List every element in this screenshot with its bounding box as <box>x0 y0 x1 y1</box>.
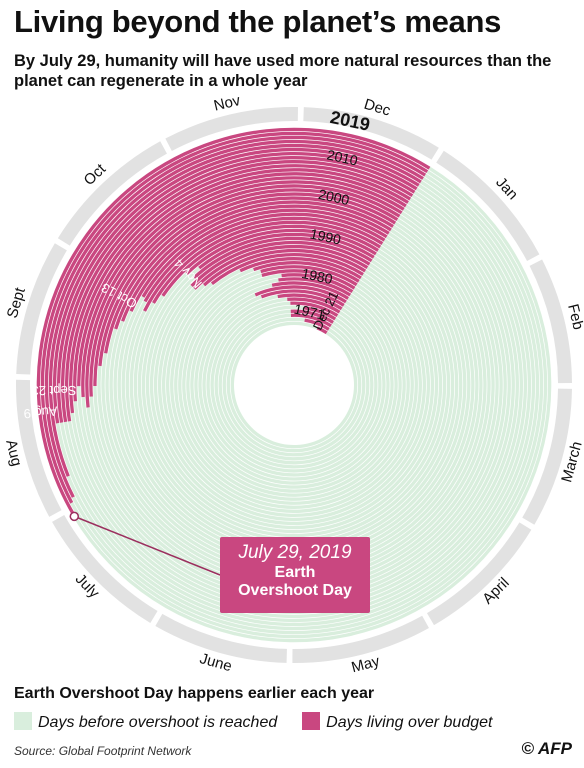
month-label: Nov <box>212 92 242 115</box>
month-segment <box>436 150 540 261</box>
year-ring-over <box>253 261 360 283</box>
callout-date: July 29, 2019 <box>238 542 352 563</box>
month-segment <box>155 613 287 663</box>
page-title: Living beyond the planet’s means <box>14 4 502 39</box>
year-ring-over <box>98 188 399 367</box>
year-ring-over <box>278 277 352 297</box>
month-segment <box>57 141 167 246</box>
year-ring-over <box>304 318 330 331</box>
year-ring-over <box>290 313 332 328</box>
month-segment <box>303 107 439 160</box>
overshoot-marker <box>69 511 80 522</box>
year-ring-over <box>277 293 343 311</box>
year-ring-over <box>260 289 345 307</box>
legend-title: Earth Overshoot Day happens earlier each… <box>14 685 375 702</box>
year-ring-over <box>271 281 349 300</box>
year-ring-over <box>287 297 341 314</box>
year-label: 1980 <box>300 265 334 287</box>
legend-label-over: Days living over budget <box>326 714 493 731</box>
callout-leader-line <box>74 515 221 576</box>
radial-chart: JanFebMarchAprilMayJuneJulyAugSeptOctNov… <box>2 92 584 677</box>
month-segment <box>165 107 299 151</box>
year-ring-before <box>226 317 362 453</box>
year-ring-over <box>239 257 362 280</box>
year-ring-over <box>254 285 347 304</box>
month-label: Aug <box>2 438 25 468</box>
year-label: 1990 <box>309 225 343 247</box>
month-segment <box>16 379 62 517</box>
month-segment <box>426 522 532 626</box>
month-segment <box>522 388 572 525</box>
year-label: 2010 <box>325 146 359 168</box>
month-segment <box>529 259 572 384</box>
year-ring-before <box>222 313 366 457</box>
source-note: Source: Global Footprint Network <box>14 744 192 758</box>
month-label: May <box>350 653 382 677</box>
year-label: 2000 <box>317 186 351 208</box>
legend-swatch-before <box>14 712 32 730</box>
month-segment <box>292 615 429 663</box>
year-ring-over <box>210 252 364 286</box>
overshoot-annotation: Sept 23 <box>32 383 77 398</box>
year-ring-over <box>198 232 375 270</box>
month-segment <box>52 515 158 623</box>
year-ring-before <box>214 305 374 465</box>
year-ring-over <box>303 306 337 321</box>
year-ring-over <box>316 326 328 335</box>
month-label: Feb <box>564 302 584 331</box>
month-segment <box>16 243 67 375</box>
afp-logo: © AFP <box>521 739 572 758</box>
legend: Days before overshoot is reached Days li… <box>14 712 492 734</box>
year-label: 1971 <box>293 301 327 323</box>
overshoot-callout: July 29, 2019 Earth Overshoot Day <box>220 537 370 613</box>
year-ring-before <box>210 301 378 469</box>
year-ring-over <box>281 273 354 293</box>
page-subtitle: By July 29, humanity will have used more… <box>14 52 552 90</box>
year-ring-before <box>218 309 370 461</box>
year-ring-over <box>261 269 356 290</box>
year-ring-over <box>290 301 339 317</box>
year-ring-over <box>104 192 397 354</box>
legend-label-before: Days before overshoot is reached <box>38 714 278 731</box>
legend-swatch-over <box>302 712 321 730</box>
callout-line-1: Earth <box>274 564 316 581</box>
year-ring-over <box>260 265 358 287</box>
year-ring-before <box>230 321 358 449</box>
callout-line-2: Overshoot Day <box>238 582 352 599</box>
year-ring-over <box>290 309 334 324</box>
overshoot-annotation: Aug 9 <box>23 403 58 421</box>
